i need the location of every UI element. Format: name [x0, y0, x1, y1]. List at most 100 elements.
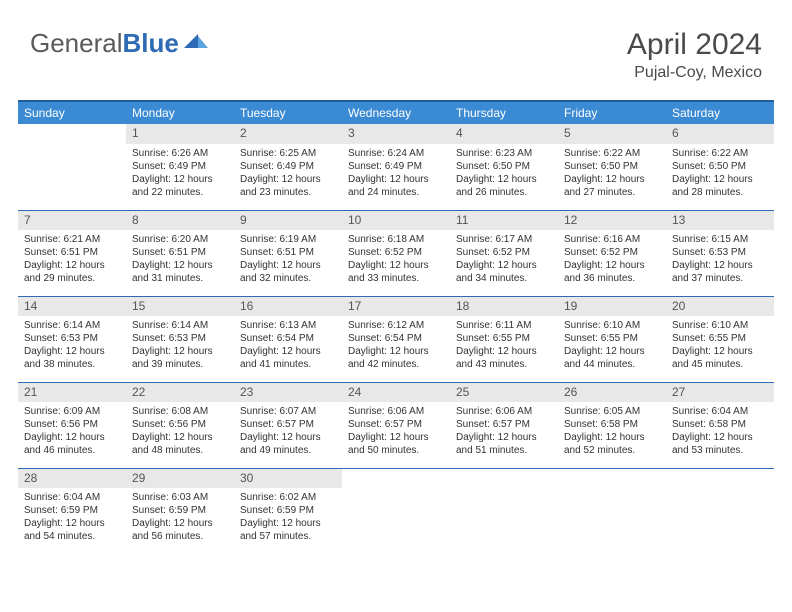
- calendar-cell: 15Sunrise: 6:14 AMSunset: 6:53 PMDayligh…: [126, 296, 234, 382]
- day-header: Tuesday: [234, 101, 342, 124]
- sunset-line: Sunset: 6:57 PM: [348, 418, 444, 431]
- sunrise-line: Sunrise: 6:25 AM: [240, 147, 336, 160]
- calendar-cell: 26Sunrise: 6:05 AMSunset: 6:58 PMDayligh…: [558, 382, 666, 468]
- calendar-cell: 29Sunrise: 6:03 AMSunset: 6:59 PMDayligh…: [126, 468, 234, 554]
- daylight-line: Daylight: 12 hours and 34 minutes.: [456, 259, 552, 285]
- calendar-body: 1Sunrise: 6:26 AMSunset: 6:49 PMDaylight…: [18, 124, 774, 554]
- sunrise-line: Sunrise: 6:02 AM: [240, 491, 336, 504]
- day-number: 3: [342, 124, 450, 144]
- daylight-line: Daylight: 12 hours and 44 minutes.: [564, 345, 660, 371]
- calendar-cell: 28Sunrise: 6:04 AMSunset: 6:59 PMDayligh…: [18, 468, 126, 554]
- sunrise-line: Sunrise: 6:19 AM: [240, 233, 336, 246]
- daylight-line: Daylight: 12 hours and 38 minutes.: [24, 345, 120, 371]
- daylight-line: Daylight: 12 hours and 32 minutes.: [240, 259, 336, 285]
- day-number: 17: [342, 297, 450, 317]
- calendar-week: 28Sunrise: 6:04 AMSunset: 6:59 PMDayligh…: [18, 468, 774, 554]
- sunset-line: Sunset: 6:54 PM: [240, 332, 336, 345]
- sunset-line: Sunset: 6:54 PM: [348, 332, 444, 345]
- calendar-cell: 10Sunrise: 6:18 AMSunset: 6:52 PMDayligh…: [342, 210, 450, 296]
- calendar-week: 7Sunrise: 6:21 AMSunset: 6:51 PMDaylight…: [18, 210, 774, 296]
- sunset-line: Sunset: 6:51 PM: [240, 246, 336, 259]
- daylight-line: Daylight: 12 hours and 24 minutes.: [348, 173, 444, 199]
- day-number: 7: [18, 211, 126, 231]
- sunset-line: Sunset: 6:52 PM: [564, 246, 660, 259]
- sunset-line: Sunset: 6:55 PM: [564, 332, 660, 345]
- sunset-line: Sunset: 6:49 PM: [132, 160, 228, 173]
- calendar-cell: 1Sunrise: 6:26 AMSunset: 6:49 PMDaylight…: [126, 124, 234, 210]
- day-number: 18: [450, 297, 558, 317]
- day-number: 10: [342, 211, 450, 231]
- daylight-line: Daylight: 12 hours and 57 minutes.: [240, 517, 336, 543]
- sunrise-line: Sunrise: 6:16 AM: [564, 233, 660, 246]
- daylight-line: Daylight: 12 hours and 29 minutes.: [24, 259, 120, 285]
- calendar-cell: 18Sunrise: 6:11 AMSunset: 6:55 PMDayligh…: [450, 296, 558, 382]
- day-number: 23: [234, 383, 342, 403]
- calendar-cell: 7Sunrise: 6:21 AMSunset: 6:51 PMDaylight…: [18, 210, 126, 296]
- calendar-cell: 8Sunrise: 6:20 AMSunset: 6:51 PMDaylight…: [126, 210, 234, 296]
- calendar-week: 14Sunrise: 6:14 AMSunset: 6:53 PMDayligh…: [18, 296, 774, 382]
- sunset-line: Sunset: 6:50 PM: [456, 160, 552, 173]
- sunset-line: Sunset: 6:49 PM: [240, 160, 336, 173]
- page-title: April 2024: [627, 28, 762, 62]
- calendar-table: SundayMondayTuesdayWednesdayThursdayFrid…: [18, 100, 774, 554]
- day-number: 28: [18, 469, 126, 489]
- calendar-cell: 5Sunrise: 6:22 AMSunset: 6:50 PMDaylight…: [558, 124, 666, 210]
- day-header: Monday: [126, 101, 234, 124]
- sunrise-line: Sunrise: 6:12 AM: [348, 319, 444, 332]
- sunset-line: Sunset: 6:50 PM: [672, 160, 768, 173]
- calendar-cell: [450, 468, 558, 554]
- calendar-cell: 24Sunrise: 6:06 AMSunset: 6:57 PMDayligh…: [342, 382, 450, 468]
- day-number: 20: [666, 297, 774, 317]
- sunset-line: Sunset: 6:55 PM: [456, 332, 552, 345]
- sunrise-line: Sunrise: 6:10 AM: [672, 319, 768, 332]
- day-number: 1: [126, 124, 234, 144]
- calendar-cell: 27Sunrise: 6:04 AMSunset: 6:58 PMDayligh…: [666, 382, 774, 468]
- sunrise-line: Sunrise: 6:14 AM: [132, 319, 228, 332]
- calendar-cell: 4Sunrise: 6:23 AMSunset: 6:50 PMDaylight…: [450, 124, 558, 210]
- brand-triangle-icon: [184, 30, 210, 55]
- sunrise-line: Sunrise: 6:14 AM: [24, 319, 120, 332]
- brand-logo: GeneralBlue: [30, 28, 210, 59]
- sunrise-line: Sunrise: 6:21 AM: [24, 233, 120, 246]
- daylight-line: Daylight: 12 hours and 51 minutes.: [456, 431, 552, 457]
- calendar-cell: 9 Sunrise: 6:19 AMSunset: 6:51 PMDaylight…: [234, 210, 342, 296]
- calendar-cell: [18, 124, 126, 210]
- sunrise-line: Sunrise: 6:06 AM: [456, 405, 552, 418]
- sunrise-line: Sunrise: 6:04 AM: [24, 491, 120, 504]
- day-number: 22: [126, 383, 234, 403]
- sunset-line: Sunset: 6:53 PM: [132, 332, 228, 345]
- daylight-line: Daylight: 12 hours and 46 minutes.: [24, 431, 120, 457]
- day-number: 8: [126, 211, 234, 231]
- sunrise-line: Sunrise: 6:07 AM: [240, 405, 336, 418]
- day-number: 6: [666, 124, 774, 144]
- calendar-cell: 19Sunrise: 6:10 AMSunset: 6:55 PMDayligh…: [558, 296, 666, 382]
- daylight-line: Daylight: 12 hours and 36 minutes.: [564, 259, 660, 285]
- sunrise-line: Sunrise: 6:22 AM: [564, 147, 660, 160]
- daylight-line: Daylight: 12 hours and 31 minutes.: [132, 259, 228, 285]
- sunrise-line: Sunrise: 6:04 AM: [672, 405, 768, 418]
- sunset-line: Sunset: 6:56 PM: [132, 418, 228, 431]
- calendar-cell: 3Sunrise: 6:24 AMSunset: 6:49 PMDaylight…: [342, 124, 450, 210]
- daylight-line: Daylight: 12 hours and 43 minutes.: [456, 345, 552, 371]
- sunrise-line: Sunrise: 6:06 AM: [348, 405, 444, 418]
- sunset-line: Sunset: 6:52 PM: [348, 246, 444, 259]
- day-number: 26: [558, 383, 666, 403]
- daylight-line: Daylight: 12 hours and 54 minutes.: [24, 517, 120, 543]
- day-number: 27: [666, 383, 774, 403]
- day-number: 9: [234, 211, 342, 231]
- daylight-line: Daylight: 12 hours and 27 minutes.: [564, 173, 660, 199]
- calendar-cell: 13Sunrise: 6:15 AMSunset: 6:53 PMDayligh…: [666, 210, 774, 296]
- day-number: 25: [450, 383, 558, 403]
- sunrise-line: Sunrise: 6:18 AM: [348, 233, 444, 246]
- day-number: 12: [558, 211, 666, 231]
- calendar-cell: [558, 468, 666, 554]
- daylight-line: Daylight: 12 hours and 52 minutes.: [564, 431, 660, 457]
- sunset-line: Sunset: 6:57 PM: [240, 418, 336, 431]
- calendar-cell: 2Sunrise: 6:25 AMSunset: 6:49 PMDaylight…: [234, 124, 342, 210]
- day-header: Saturday: [666, 101, 774, 124]
- day-header: Thursday: [450, 101, 558, 124]
- sunset-line: Sunset: 6:55 PM: [672, 332, 768, 345]
- calendar-cell: 14Sunrise: 6:14 AMSunset: 6:53 PMDayligh…: [18, 296, 126, 382]
- sunrise-line: Sunrise: 6:08 AM: [132, 405, 228, 418]
- daylight-line: Daylight: 12 hours and 56 minutes.: [132, 517, 228, 543]
